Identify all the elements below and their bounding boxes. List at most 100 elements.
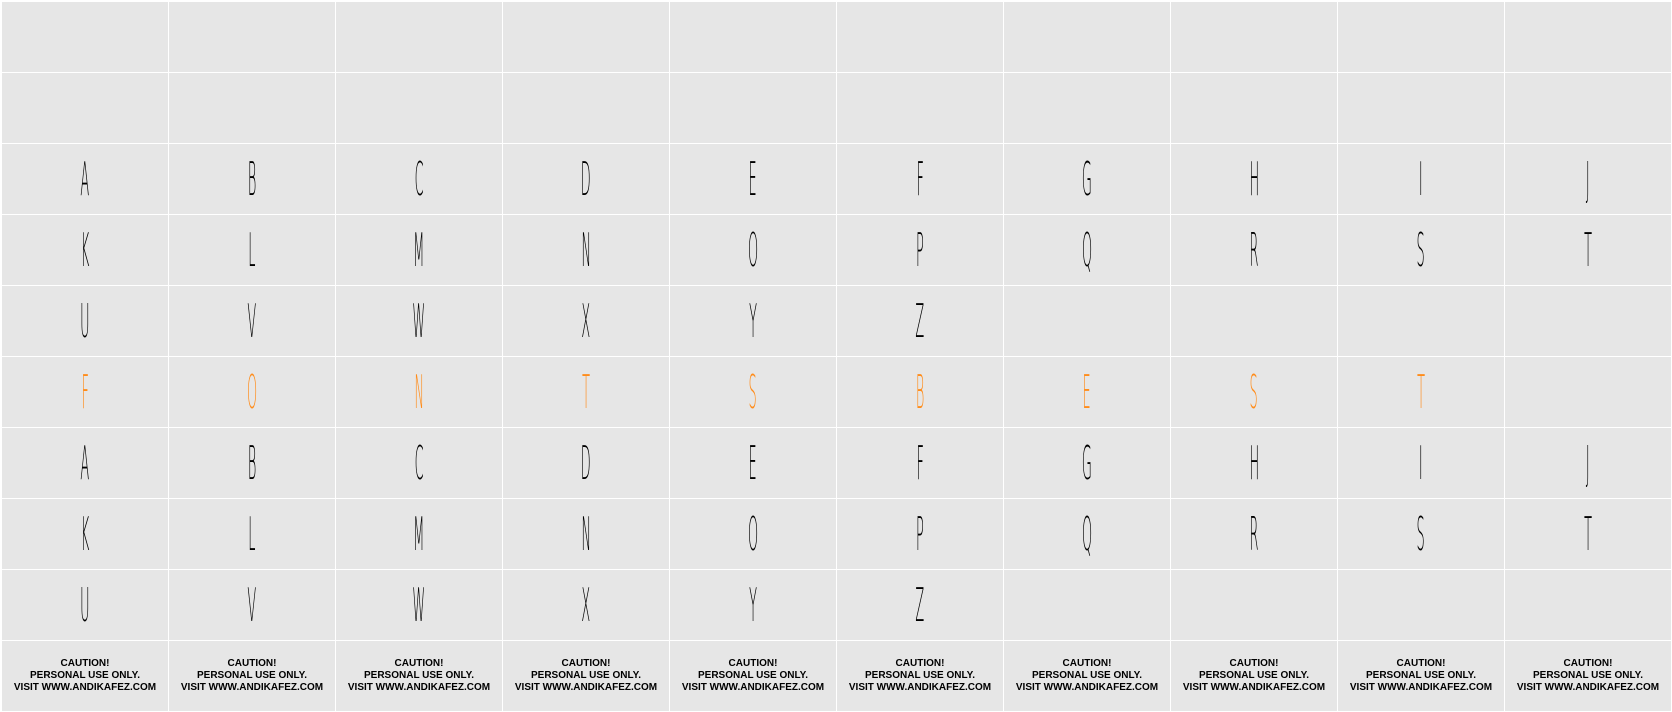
glyph-cell: S — [1171, 357, 1337, 427]
glyph-cell: W — [336, 286, 502, 356]
caution-line1: CAUTION! — [1563, 658, 1613, 669]
glyph-cell — [1004, 73, 1170, 143]
caution-line2: PERSONAL USE ONLY. — [1198, 670, 1310, 681]
glyph-cell — [1338, 73, 1504, 143]
glyph-cell: C — [336, 428, 502, 498]
glyph-cell: T — [1505, 215, 1671, 285]
caution-notice: CAUTION! PERSONAL USE ONLY. VISIT WWW.ANDI… — [1016, 658, 1158, 694]
glyph-cell: F — [2, 357, 168, 427]
caution-line1: CAUTION! — [561, 658, 611, 669]
caution-line1: CAUTION! — [1062, 658, 1112, 669]
accent-glyph: O — [246, 365, 258, 419]
glyph: X — [581, 294, 591, 348]
caution-notice: CAUTION! PERSONAL USE ONLY. VISIT WWW.ANDI… — [1517, 658, 1659, 694]
caution-line1: CAUTION! — [728, 658, 778, 669]
glyph-cell: L — [169, 215, 335, 285]
glyph-cell: K — [2, 215, 168, 285]
glyph: I — [1419, 152, 1423, 206]
glyph-cell: Q — [1004, 499, 1170, 569]
caution-cell: CAUTION! PERSONAL USE ONLY. VISIT WWW.ANDI… — [837, 641, 1003, 711]
glyph: A — [80, 152, 90, 206]
accent-glyph: F — [81, 365, 89, 419]
caution-cell: CAUTION! PERSONAL USE ONLY. VISIT WWW.ANDI… — [503, 641, 669, 711]
glyph-cell: B — [837, 357, 1003, 427]
caution-line3: VISIT WWW.ANDIKAFEZ.COM — [347, 682, 491, 693]
glyph-cell: R — [1171, 215, 1337, 285]
glyph-cell — [670, 73, 836, 143]
glyph-cell — [503, 73, 669, 143]
glyph: B — [247, 152, 257, 206]
glyph: V — [247, 578, 257, 632]
glyph-cell — [1004, 570, 1170, 640]
glyph-cell — [1171, 570, 1337, 640]
glyph-cell — [1004, 2, 1170, 72]
caution-line3: VISIT WWW.ANDIKAFEZ.COM — [180, 682, 324, 693]
glyph-cell: L — [169, 499, 335, 569]
glyph: Q — [1081, 223, 1093, 277]
glyph-cell: A — [2, 428, 168, 498]
accent-glyph: S — [1249, 365, 1259, 419]
glyph: D — [581, 436, 591, 490]
glyph-cell — [1505, 73, 1671, 143]
glyph-cell — [1171, 73, 1337, 143]
glyph-cell: Z — [837, 286, 1003, 356]
glyph-cell: T — [1505, 499, 1671, 569]
caution-cell: CAUTION! PERSONAL USE ONLY. VISIT WWW.ANDI… — [1505, 641, 1671, 711]
glyph-cell — [169, 73, 335, 143]
glyph-cell: G — [1004, 144, 1170, 214]
glyph-cell — [837, 73, 1003, 143]
glyph-cell: Y — [670, 570, 836, 640]
accent-glyph: S — [748, 365, 758, 419]
caution-line2: PERSONAL USE ONLY. — [196, 670, 308, 681]
glyph-cell: X — [503, 286, 669, 356]
glyph-cell: I — [1338, 144, 1504, 214]
caution-line1: CAUTION! — [227, 658, 277, 669]
glyph-cell — [1004, 286, 1170, 356]
caution-line2: PERSONAL USE ONLY. — [1031, 670, 1143, 681]
caution-line3: VISIT WWW.ANDIKAFEZ.COM — [681, 682, 825, 693]
glyph-cell: V — [169, 286, 335, 356]
glyph: C — [414, 152, 424, 206]
glyph: A — [80, 436, 90, 490]
caution-notice: CAUTION! PERSONAL USE ONLY. VISIT WWW.ANDI… — [348, 658, 490, 694]
glyph: W — [412, 294, 426, 348]
glyph: O — [747, 507, 759, 561]
glyph: E — [748, 152, 758, 206]
glyph: L — [248, 507, 256, 561]
glyph-cell: X — [503, 570, 669, 640]
caution-notice: CAUTION! PERSONAL USE ONLY. VISIT WWW.ANDI… — [1350, 658, 1492, 694]
caution-notice: CAUTION! PERSONAL USE ONLY. VISIT WWW.ANDI… — [849, 658, 991, 694]
glyph: P — [916, 507, 924, 561]
glyph-cell — [2, 2, 168, 72]
caution-cell: CAUTION! PERSONAL USE ONLY. VISIT WWW.ANDI… — [1004, 641, 1170, 711]
glyph: P — [916, 223, 924, 277]
caution-cell: CAUTION! PERSONAL USE ONLY. VISIT WWW.ANDI… — [1338, 641, 1504, 711]
glyph-cell — [503, 2, 669, 72]
glyph: R — [1249, 223, 1259, 277]
glyph-cell: M — [336, 215, 502, 285]
glyph: B — [247, 436, 257, 490]
glyph-cell — [1505, 286, 1671, 356]
glyph-cell: T — [503, 357, 669, 427]
glyph-cell: J — [1505, 428, 1671, 498]
glyph-cell: P — [837, 499, 1003, 569]
glyph-cell: J — [1505, 144, 1671, 214]
glyph: L — [248, 223, 256, 277]
glyph-cell: P — [837, 215, 1003, 285]
caution-line2: PERSONAL USE ONLY. — [697, 670, 809, 681]
glyph: H — [1249, 436, 1259, 490]
glyph-cell: Y — [670, 286, 836, 356]
glyph-cell: H — [1171, 428, 1337, 498]
caution-notice: CAUTION! PERSONAL USE ONLY. VISIT WWW.ANDI… — [1183, 658, 1325, 694]
caution-cell: CAUTION! PERSONAL USE ONLY. VISIT WWW.ANDI… — [169, 641, 335, 711]
glyph: K — [80, 223, 90, 277]
glyph: E — [748, 436, 758, 490]
caution-line2: PERSONAL USE ONLY. — [864, 670, 976, 681]
glyph-cell: N — [503, 499, 669, 569]
caution-notice: CAUTION! PERSONAL USE ONLY. VISIT WWW.ANDI… — [14, 658, 156, 694]
glyph: V — [247, 294, 257, 348]
caution-line1: CAUTION! — [1229, 658, 1279, 669]
accent-glyph: N — [414, 365, 424, 419]
glyph: Q — [1081, 507, 1093, 561]
caution-line1: CAUTION! — [394, 658, 444, 669]
